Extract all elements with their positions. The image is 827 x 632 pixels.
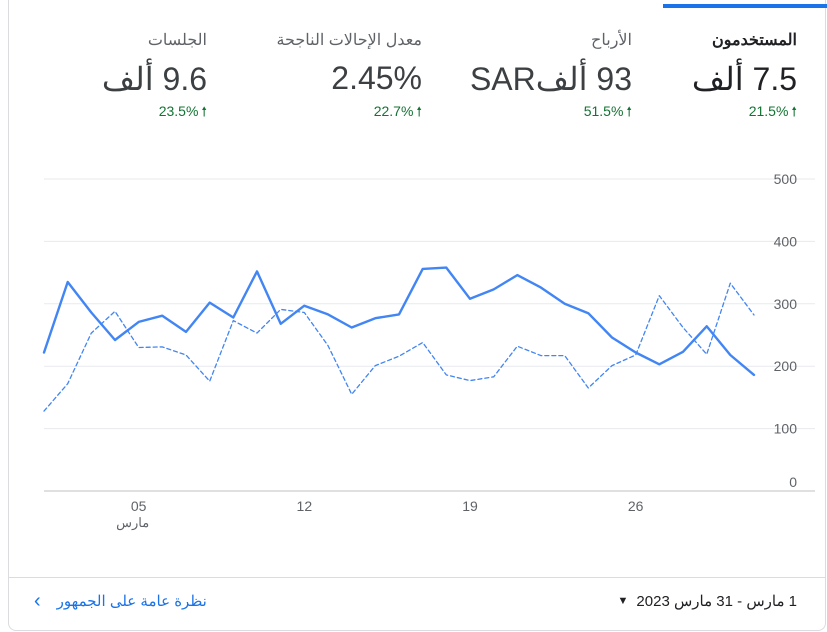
overview-card — [8, 0, 826, 631]
metric-value: 93 ألفSAR — [469, 61, 632, 97]
metric-label: الجلسات — [147, 32, 207, 49]
y-tick-label: 400 — [774, 233, 798, 249]
active-tab-indicator — [663, 4, 827, 8]
metric-change: 🠕51.5% — [583, 103, 632, 119]
y-tick-label: 100 — [774, 421, 798, 437]
metric-value: 9.6 ألف — [101, 61, 207, 97]
metric-value: 2.45% — [331, 60, 422, 96]
series-line-previous-period — [43, 282, 755, 412]
chevron-left-icon: ‹ — [34, 590, 41, 612]
y-tick-label: 500 — [774, 171, 798, 187]
metric-tab-sessions[interactable]: الجلسات 9.6 ألف 🠕23.5% — [27, 0, 207, 140]
metric-label: معدل الإحالات الناجحة — [276, 32, 422, 49]
y-tick-label: 200 — [774, 358, 798, 374]
date-range-selector[interactable]: 1 مارس - 31 مارس 2023 ▼ — [618, 592, 797, 610]
y-tick-label: 0 — [789, 474, 797, 490]
x-tick-label: 05 — [131, 498, 147, 514]
metric-change: 🠕23.5% — [158, 103, 207, 119]
x-month-label: مارس — [116, 515, 149, 531]
arrow-up-icon: 🠕 — [791, 104, 797, 119]
x-tick-label: 19 — [462, 498, 478, 514]
metric-value: 7.5 ألف — [691, 61, 797, 97]
metric-label: المستخدمون — [712, 32, 797, 49]
y-tick-label: 300 — [774, 296, 798, 312]
metric-change: 🠕21.5% — [748, 103, 797, 119]
audience-overview-link[interactable]: ‹ نظرة عامة على الجمهور — [34, 590, 207, 612]
date-range-label: 1 مارس - 31 مارس 2023 — [636, 593, 797, 610]
arrow-up-icon: 🠕 — [416, 104, 422, 119]
x-tick-label: 26 — [628, 498, 644, 514]
metric-label: الأرباح — [591, 32, 632, 49]
metric-tab-users[interactable]: المستخدمون 7.5 ألف 🠕21.5% — [657, 0, 797, 140]
x-tick-label: 12 — [297, 498, 313, 514]
footer-divider — [9, 577, 825, 578]
audience-overview-label: نظرة عامة على الجمهور — [56, 593, 207, 610]
series-line-current-period — [42, 266, 756, 377]
caret-down-icon: ▼ — [617, 595, 629, 607]
arrow-up-icon: 🠕 — [626, 104, 632, 119]
metric-change: 🠕22.7% — [373, 103, 422, 119]
metric-tab-revenue[interactable]: الأرباح 93 ألفSAR 🠕51.5% — [432, 0, 632, 140]
arrow-up-icon: 🠕 — [201, 104, 207, 119]
metric-tab-conversion-rate[interactable]: معدل الإحالات الناجحة 2.45% 🠕22.7% — [222, 0, 422, 140]
